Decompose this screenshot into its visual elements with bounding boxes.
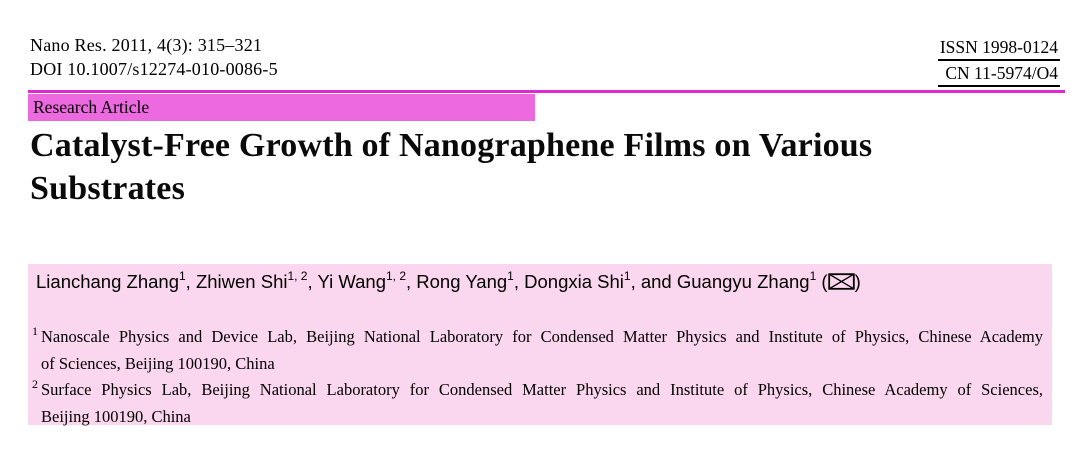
header-rule	[28, 90, 1065, 93]
journal-citation: Nano Res. 2011, 4(3): 315–321	[30, 35, 263, 55]
author-name: Dongxia Shi	[524, 271, 624, 292]
author-name: Yi Wang	[317, 271, 386, 292]
author-separator: ,	[513, 271, 525, 292]
author: Lianchang Zhang1,	[36, 268, 196, 292]
affiliation-text-line: of Sciences, Beijing 100190, China	[41, 353, 275, 373]
author-affiliation-block: Lianchang Zhang1, Zhiwen Shi1, 2, Yi Wan…	[28, 264, 1052, 426]
author-affil-sup: 1	[623, 268, 631, 283]
paren-open: (	[816, 271, 828, 292]
author-separator: ,	[406, 271, 417, 292]
envelope-icon	[827, 273, 855, 290]
journal-registration-block: ISSN 1998-0124 CN 11-5974/O4	[937, 36, 1060, 87]
affiliation-text-line: Nanoscale Physics and Device Lab, Beijin…	[41, 327, 1043, 346]
author: Zhiwen Shi1, 2,	[195, 268, 318, 292]
author-name: Rong Yang	[416, 271, 508, 292]
affiliation-2: 2 Surface Physics Lab, Beijing National …	[32, 377, 1043, 430]
author-separator: ,	[307, 271, 318, 292]
affiliation-sup: 1	[32, 324, 38, 338]
authors-line: Lianchang Zhang1, Zhiwen Shi1, 2, Yi Wan…	[34, 268, 1043, 293]
article-type-label: Research Article	[33, 97, 150, 117]
affiliation-text-line: Beijing 100190, China	[41, 406, 191, 426]
author: Rong Yang1,	[416, 268, 525, 292]
author-affil-sup: 1, 2	[385, 268, 406, 283]
paper-title: Catalyst-Free Growth of Nanographene Fil…	[30, 124, 1040, 210]
journal-cn: CN 11-5974/O4	[937, 62, 1060, 87]
journal-citation-block: Nano Res. 2011, 4(3): 315–321 DOI 10.100…	[30, 33, 278, 81]
author-affil-sup: 1, 2	[287, 268, 308, 283]
research-article-banner: Research Article	[28, 94, 535, 121]
affiliations-list: 1 Nanoscale Physics and Device Lab, Beij…	[32, 324, 1043, 430]
author: Dongxia Shi1, and	[524, 268, 677, 292]
journal-issn: ISSN 1998-0124	[937, 36, 1060, 61]
paren-close: )	[854, 271, 861, 292]
paper-title-line: Substrates	[30, 170, 186, 207]
author-affil-sup: 1	[507, 268, 514, 283]
author-name: Lianchang Zhang	[36, 271, 179, 292]
affiliation-text-line: Surface Physics Lab, Beijing National La…	[41, 380, 1043, 399]
paper-title-line: Catalyst-Free Growth of Nanographene Fil…	[30, 127, 873, 164]
author-separator: ,	[185, 271, 196, 292]
journal-doi: DOI 10.1007/s12274-010-0086-5	[30, 59, 278, 79]
author-affil-sup: 1	[178, 268, 186, 283]
affiliation-1: 1 Nanoscale Physics and Device Lab, Beij…	[32, 324, 1043, 377]
author: Yi Wang1, 2,	[317, 268, 417, 292]
author: Guangyu Zhang1	[676, 268, 817, 292]
author-name: Guangyu Zhang	[676, 271, 810, 292]
author-separator: , and	[630, 271, 677, 292]
corresponding-author-mark: ()	[816, 271, 860, 292]
author-name: Zhiwen Shi	[195, 271, 288, 292]
affiliation-sup: 2	[32, 377, 38, 391]
author-affil-sup: 1	[809, 268, 817, 283]
